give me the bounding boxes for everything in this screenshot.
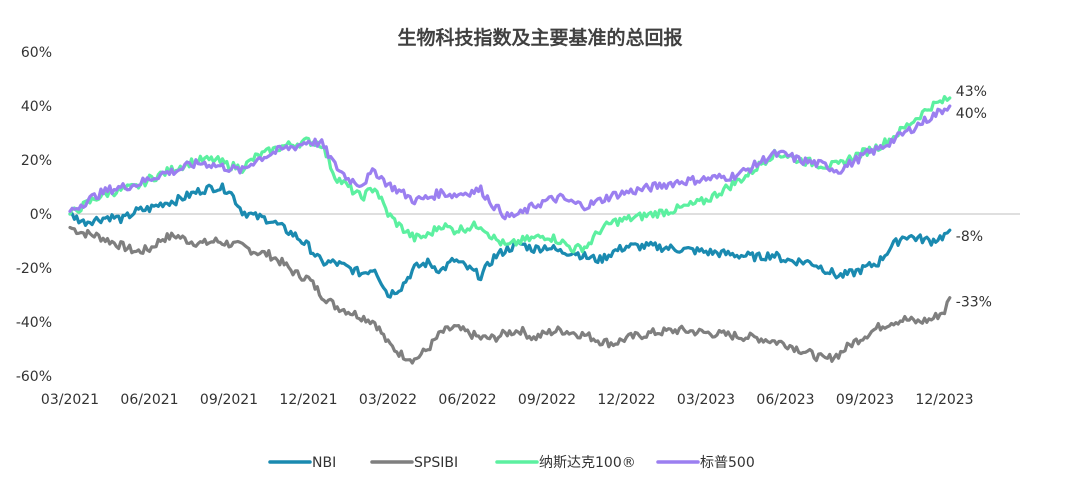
end-value-label: 40% — [956, 106, 987, 122]
legend-label: SPSIBI — [414, 455, 458, 471]
y-tick-label: 40% — [21, 99, 52, 115]
x-tick-label: 06/2021 — [120, 392, 178, 408]
x-axis: 03/2021 06/2021 09/2021 12/2021 03/2022 06/20… — [41, 213, 1020, 408]
y-tick-label: -40% — [16, 315, 52, 331]
series-lines — [68, 95, 952, 365]
x-tick-label: 09/2023 — [836, 392, 894, 408]
end-value-label: 43% — [956, 84, 987, 100]
y-tick-label: 0% — [30, 207, 52, 223]
y-tick-label: -60% — [16, 369, 52, 385]
x-tick-label: 03/2021 — [41, 392, 99, 408]
legend-label: 纳斯达克100® — [539, 455, 636, 471]
y-tick-label: 20% — [21, 153, 52, 169]
x-tick-label: 03/2022 — [359, 392, 417, 408]
x-tick-label: 09/2022 — [518, 392, 576, 408]
x-tick-label: 09/2021 — [200, 392, 258, 408]
legend: NBI SPSIBI 纳斯达克100® 标普500 — [268, 455, 755, 471]
x-tick-label: 12/2021 — [279, 392, 337, 408]
x-tick-label: 12/2023 — [915, 392, 973, 408]
y-tick-label: 60% — [21, 45, 52, 61]
y-tick-label: -20% — [16, 261, 52, 277]
series-line — [68, 104, 952, 221]
legend-label: 标普500 — [700, 455, 755, 471]
x-tick-label: 12/2022 — [597, 392, 655, 408]
x-tick-label: 06/2023 — [756, 392, 814, 408]
y-axis-ticks: 60% 40% 20% 0% -20% -40% -60% — [16, 45, 52, 385]
chart-title: 生物科技指数及主要基准的总回报 — [397, 26, 682, 49]
legend-label: NBI — [312, 455, 336, 471]
end-labels: -8% -33% 43% 40% — [956, 84, 992, 311]
series-line — [68, 182, 952, 299]
x-tick-label: 06/2022 — [438, 392, 496, 408]
end-value-label: -33% — [956, 295, 992, 311]
series-line — [68, 95, 952, 254]
series-line — [68, 225, 952, 365]
x-tick-label: 03/2023 — [677, 392, 735, 408]
end-value-label: -8% — [956, 229, 983, 245]
